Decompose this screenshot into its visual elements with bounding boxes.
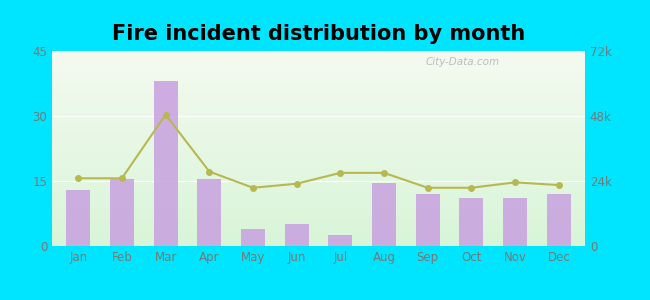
Bar <box>197 179 221 246</box>
Bar <box>285 224 309 246</box>
Bar <box>372 183 396 246</box>
Text: City-Data.com: City-Data.com <box>425 57 499 67</box>
Bar <box>416 194 440 246</box>
Bar <box>503 198 527 246</box>
Bar <box>547 194 571 246</box>
Bar <box>328 235 352 246</box>
Bar <box>153 81 177 246</box>
Bar <box>66 190 90 246</box>
Legend: Redfield, KS, Kansas: Redfield, KS, Kansas <box>219 295 418 300</box>
Bar <box>460 198 484 246</box>
Title: Fire incident distribution by month: Fire incident distribution by month <box>112 24 525 44</box>
Bar <box>241 229 265 246</box>
Bar <box>110 179 134 246</box>
